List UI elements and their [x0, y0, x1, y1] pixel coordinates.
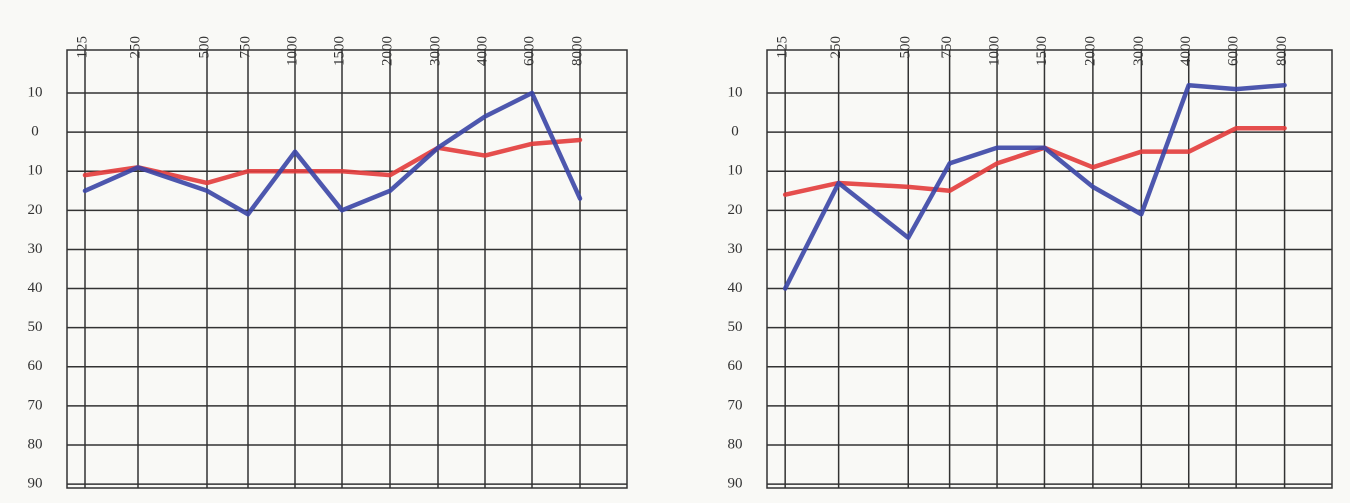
x-tick-label: 3000 — [427, 36, 443, 66]
x-tick-label: 250 — [828, 36, 844, 59]
y-tick-label: 50 — [28, 319, 43, 335]
x-tick-label: 8000 — [569, 36, 585, 66]
series-line — [782, 125, 1287, 197]
y-tick-label: 0 — [31, 124, 39, 140]
y-tick-label: 90 — [728, 476, 743, 492]
y-tick-label: 90 — [28, 476, 43, 492]
x-tick-label: 6000 — [1226, 36, 1242, 66]
y-tick-label: 40 — [28, 280, 43, 296]
y-tick-label: 70 — [28, 397, 43, 413]
y-tick-label: 50 — [728, 319, 743, 335]
x-tick-label: 1000 — [284, 36, 300, 66]
y-tick-label: 20 — [728, 202, 743, 218]
x-tick-label: 500 — [898, 36, 914, 59]
y-tick-label: 10 — [28, 84, 43, 100]
y-tick-label: 10 — [728, 163, 743, 179]
plot-frame — [66, 49, 628, 489]
plot-frame — [766, 49, 1333, 489]
x-tick-label: 750 — [237, 36, 253, 59]
series-line — [782, 82, 1287, 291]
y-tick-label: 40 — [728, 280, 743, 296]
x-tick-label: 4000 — [474, 36, 490, 66]
y-tick-label: 0 — [731, 124, 739, 140]
y-tick-label: 60 — [728, 358, 743, 374]
x-tick-label: 6000 — [521, 36, 537, 66]
x-tick-label: 2000 — [1082, 36, 1098, 66]
x-tick-label: 1500 — [1034, 36, 1050, 66]
x-tick-label: 125 — [775, 36, 791, 59]
y-tick-label: 80 — [728, 436, 743, 452]
x-tick-label: 8000 — [1274, 36, 1290, 66]
y-tick-label: 80 — [28, 436, 43, 452]
x-tick-label: 125 — [74, 36, 90, 59]
y-tick-label: 20 — [28, 202, 43, 218]
series-line — [82, 90, 583, 217]
x-tick-label: 4000 — [1178, 36, 1194, 66]
x-tick-label: 1000 — [986, 36, 1002, 66]
series-line — [82, 137, 583, 186]
y-tick-label: 30 — [28, 241, 43, 257]
y-tick-label: 60 — [28, 358, 43, 374]
y-tick-label: 30 — [728, 241, 743, 257]
x-tick-label: 750 — [939, 36, 955, 59]
x-tick-label: 3000 — [1131, 36, 1147, 66]
x-tick-label: 500 — [196, 36, 212, 59]
x-tick-label: 250 — [127, 36, 143, 59]
y-tick-label: 10 — [728, 84, 743, 100]
y-tick-label: 10 — [28, 163, 43, 179]
x-tick-label: 2000 — [379, 36, 395, 66]
x-tick-label: 1500 — [331, 36, 347, 66]
y-tick-label: 70 — [728, 397, 743, 413]
